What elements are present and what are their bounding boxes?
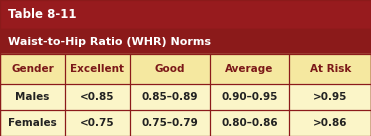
Text: Waist-to-Hip Ratio (WHR) Norms: Waist-to-Hip Ratio (WHR) Norms — [8, 37, 211, 47]
Bar — [130, 54, 210, 84]
Text: Average: Average — [225, 64, 274, 74]
Bar — [0, 110, 65, 136]
Text: Gender: Gender — [11, 64, 54, 74]
Bar — [0, 84, 65, 110]
Text: >0.95: >0.95 — [313, 92, 347, 102]
Text: Good: Good — [154, 64, 185, 74]
Bar — [130, 110, 210, 136]
Bar — [65, 54, 130, 84]
Text: 0.85–0.89: 0.85–0.89 — [141, 92, 198, 102]
Bar — [289, 84, 371, 110]
Bar — [0, 29, 371, 54]
Bar — [65, 84, 130, 110]
Text: <0.85: <0.85 — [80, 92, 115, 102]
Text: Females: Females — [8, 118, 57, 128]
Text: Males: Males — [15, 92, 50, 102]
Bar — [0, 54, 65, 84]
Text: <0.75: <0.75 — [80, 118, 115, 128]
Text: 0.80–0.86: 0.80–0.86 — [221, 118, 278, 128]
Bar — [130, 84, 210, 110]
Bar — [210, 54, 289, 84]
Bar — [210, 110, 289, 136]
Bar — [289, 54, 371, 84]
Text: Table 8-11: Table 8-11 — [8, 8, 77, 21]
Bar — [289, 110, 371, 136]
Text: Excellent: Excellent — [70, 64, 124, 74]
Text: 0.75–0.79: 0.75–0.79 — [141, 118, 198, 128]
Bar — [210, 84, 289, 110]
Text: >0.86: >0.86 — [313, 118, 347, 128]
Text: At Risk: At Risk — [309, 64, 351, 74]
Text: 0.90–0.95: 0.90–0.95 — [221, 92, 278, 102]
Bar — [65, 110, 130, 136]
Bar — [0, 0, 371, 29]
